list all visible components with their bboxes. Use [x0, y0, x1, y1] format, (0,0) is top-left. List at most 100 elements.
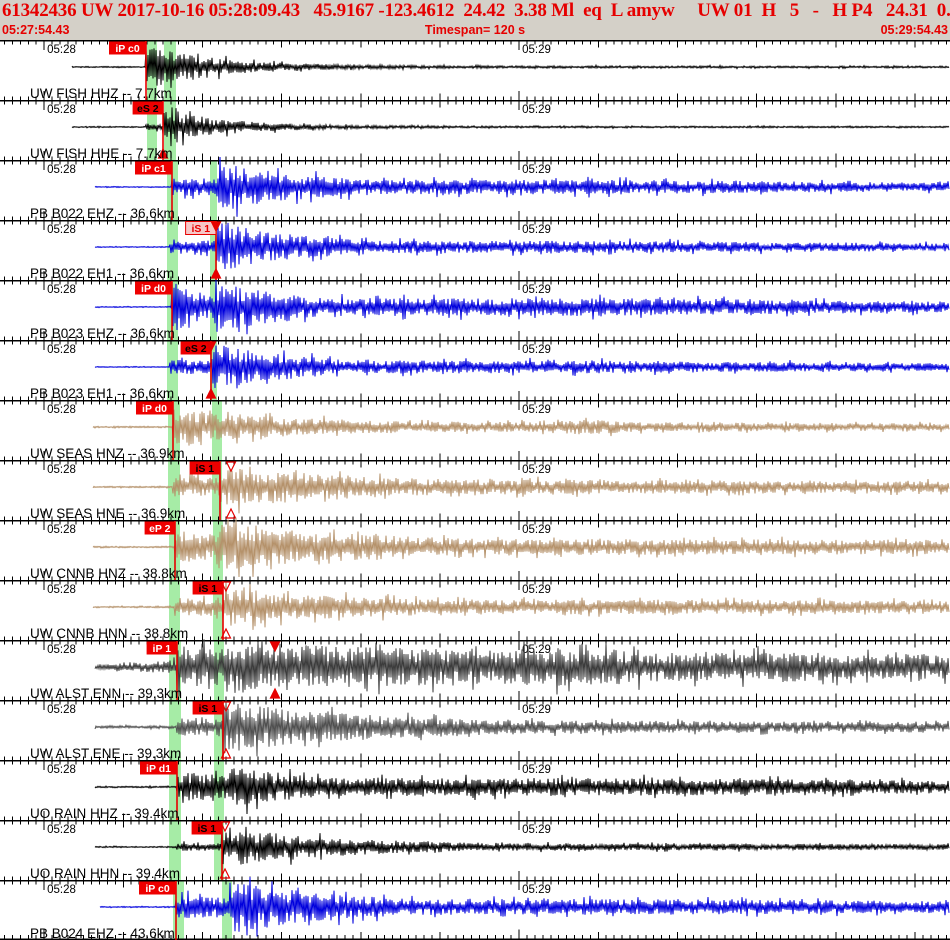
waveform[interactable]: [94, 826, 950, 865]
phase-pick-flag[interactable]: iS 1: [191, 821, 222, 836]
time-label: 05:28: [47, 104, 76, 116]
waveform[interactable]: [94, 279, 950, 335]
pick-marker-triangle[interactable]: [205, 341, 217, 353]
time-label: 05:28: [47, 344, 76, 356]
station-label: PB B022 EHZ -- 36.6km: [30, 206, 175, 221]
phase-window-band: [147, 41, 157, 100]
phase-pick-flag[interactable]: iP c0: [109, 41, 146, 56]
phase-pick-box[interactable]: [180, 341, 211, 355]
trace-row: 05:28 05:29 iS 1 UO RAIN HHN -- 39.4km: [30, 821, 950, 881]
waveform[interactable]: [92, 581, 950, 630]
phase-pick-box[interactable]: [109, 41, 146, 55]
phase-pick-box[interactable]: [191, 821, 222, 835]
trace-row: 05:28 05:29 iP 1 UW ALST ENN -- 39.3km: [30, 639, 950, 701]
phase-pick-box[interactable]: [146, 641, 177, 655]
phase-pick-box[interactable]: [132, 101, 163, 115]
waveform[interactable]: [92, 465, 950, 514]
time-label: 05:29: [522, 584, 551, 596]
time-label: 05:29: [522, 524, 551, 536]
pick-marker-triangle[interactable]: [220, 581, 232, 593]
pick-marker-triangle[interactable]: [225, 507, 237, 519]
seismogram-canvas[interactable]: 05:28 05:29 iP c0 UW FISH HHZ -- 7.7km 05:28…: [0, 40, 950, 940]
time-label: 05:29: [522, 704, 551, 716]
waveform[interactable]: [94, 222, 950, 270]
phase-window-band: [147, 101, 157, 160]
phase-pick-flag[interactable]: iS 1: [185, 221, 217, 236]
waveform[interactable]: [99, 876, 950, 937]
trace-row: 05:28 05:29 iP d0 PB B023 EHZ -- 36.6km: [30, 279, 950, 341]
phase-pick-label: iS 1: [191, 223, 210, 235]
phase-pick-box[interactable]: [135, 281, 172, 295]
phase-pick-box[interactable]: [192, 581, 223, 595]
time-label: 05:29: [522, 764, 551, 776]
pick-marker-triangle[interactable]: [220, 627, 232, 639]
trace-row: 05:28 05:29 iS 1 UW CNNB HNN -- 38.8km: [30, 581, 950, 641]
pick-marker-triangle[interactable]: [157, 147, 169, 159]
time-label: 05:29: [522, 344, 551, 356]
phase-pick-box[interactable]: [192, 701, 223, 715]
time-label: 05:29: [522, 224, 551, 236]
pick-marker-triangle[interactable]: [220, 747, 232, 759]
event-header: 61342436 UW 2017-10-16 05:28:09.43 45.91…: [0, 0, 950, 40]
phase-pick-flag[interactable]: iS 1: [189, 461, 220, 476]
pick-marker-triangle[interactable]: [210, 267, 222, 279]
trace-row: 05:28 05:29 iP c1 PB B022 EHZ -- 36.6km: [30, 156, 950, 221]
phase-pick-flag[interactable]: iP d1: [140, 761, 177, 776]
pick-marker-triangle[interactable]: [219, 821, 231, 833]
waveform[interactable]: [94, 699, 950, 758]
time-label: 05:28: [47, 884, 76, 896]
station-label: PB B023 EHZ -- 36.6km: [30, 326, 175, 341]
phase-pick-label: iS 1: [197, 823, 216, 835]
phase-pick-flag[interactable]: iP c0: [139, 881, 176, 896]
phase-pick-box[interactable]: [189, 461, 220, 475]
phase-pick-label: iS 1: [195, 463, 214, 475]
phase-pick-box[interactable]: [135, 161, 172, 175]
event-summary-line: 61342436 UW 2017-10-16 05:28:09.43 45.91…: [2, 0, 950, 21]
timespan-bar: 05:27:54.43 Timespan= 120 s 05:29:54.43: [0, 23, 950, 39]
pick-marker-triangle[interactable]: [210, 221, 222, 233]
phase-pick-box[interactable]: [140, 761, 177, 775]
pick-marker-triangle[interactable]: [219, 867, 231, 879]
time-label: 05:29: [522, 104, 551, 116]
phase-pick-flag[interactable]: eP 2: [144, 521, 175, 536]
pick-marker-triangle[interactable]: [269, 687, 281, 699]
phase-pick-flag[interactable]: iS 1: [192, 581, 223, 596]
phase-pick-box[interactable]: [144, 521, 175, 535]
phase-pick-label: iP c1: [141, 163, 165, 175]
waveform[interactable]: [94, 156, 950, 217]
phase-pick-flag[interactable]: eS 2: [180, 341, 211, 356]
pick-marker-triangle[interactable]: [205, 387, 217, 399]
waveform[interactable]: [71, 107, 950, 147]
pick-marker-triangle[interactable]: [269, 641, 281, 653]
station-label: UW FISH HHZ -- 7.7km: [30, 86, 172, 101]
time-label: 05:29: [522, 164, 551, 176]
phase-window-band: [168, 461, 180, 520]
phase-pick-flag[interactable]: iP 1: [146, 641, 177, 656]
time-label: 05:28: [47, 764, 76, 776]
waveform[interactable]: [94, 768, 950, 815]
phase-pick-label: iP d0: [141, 283, 166, 295]
station-label: UW CNNB HNN -- 38.8km: [30, 626, 188, 641]
pick-marker-triangle[interactable]: [225, 461, 237, 473]
phase-window-band: [213, 581, 223, 640]
phase-pick-flag[interactable]: iP c1: [135, 161, 172, 176]
station-label: UW FISH HHE -- 7.7km: [30, 146, 173, 161]
phase-pick-box[interactable]: [139, 881, 176, 895]
time-label: 05:28: [47, 404, 76, 416]
phase-pick-box[interactable]: [136, 401, 173, 415]
trace-row: 05:28 05:29 eP 2 UW CNNB HNZ -- 38.8km: [30, 517, 950, 581]
timespan-label: Timespan= 120 s: [424, 23, 526, 37]
pick-marker-triangle[interactable]: [220, 701, 232, 713]
phase-pick-flag[interactable]: iP d0: [135, 281, 172, 296]
phase-pick-flag[interactable]: iS 1: [192, 701, 223, 716]
phase-pick-label: eP 2: [149, 523, 171, 535]
phase-window-band: [214, 821, 224, 880]
phase-pick-flag[interactable]: eS 2: [132, 101, 163, 116]
waveform[interactable]: [94, 345, 950, 389]
waveform[interactable]: [92, 409, 950, 446]
phase-pick-flag[interactable]: iP d0: [136, 401, 173, 416]
waveform[interactable]: [71, 48, 950, 88]
phase-window-band: [169, 761, 181, 820]
waveform[interactable]: [94, 639, 950, 697]
waveform[interactable]: [92, 517, 950, 578]
